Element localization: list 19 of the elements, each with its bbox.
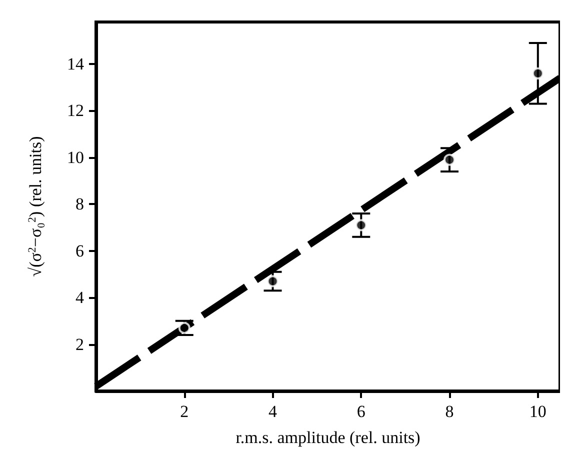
point	[266, 275, 279, 288]
y-tick-label: 14	[67, 54, 84, 74]
point	[532, 67, 544, 80]
x-tick-label: 8	[445, 402, 454, 421]
x-tick-label: 2	[180, 402, 189, 421]
y-tick-label: 8	[76, 194, 84, 214]
x-axis-title: r.m.s. amplitude (rel. units)	[236, 428, 420, 447]
point	[355, 219, 368, 232]
x-tick-label: 4	[268, 402, 278, 421]
y-tick-label: 6	[76, 241, 84, 260]
x-tick-label: 10	[529, 402, 546, 421]
point	[444, 154, 456, 166]
x-tick-label: 6	[356, 402, 366, 421]
y-tick-label: 4	[76, 288, 84, 308]
y-tick-label: 12	[67, 101, 84, 120]
y-tick-label: 2	[76, 334, 84, 354]
y-axis-title: √(σ2−σ₀2) (rel. units)	[26, 136, 45, 277]
point	[178, 322, 190, 334]
y-tick-label: 10	[67, 148, 84, 167]
